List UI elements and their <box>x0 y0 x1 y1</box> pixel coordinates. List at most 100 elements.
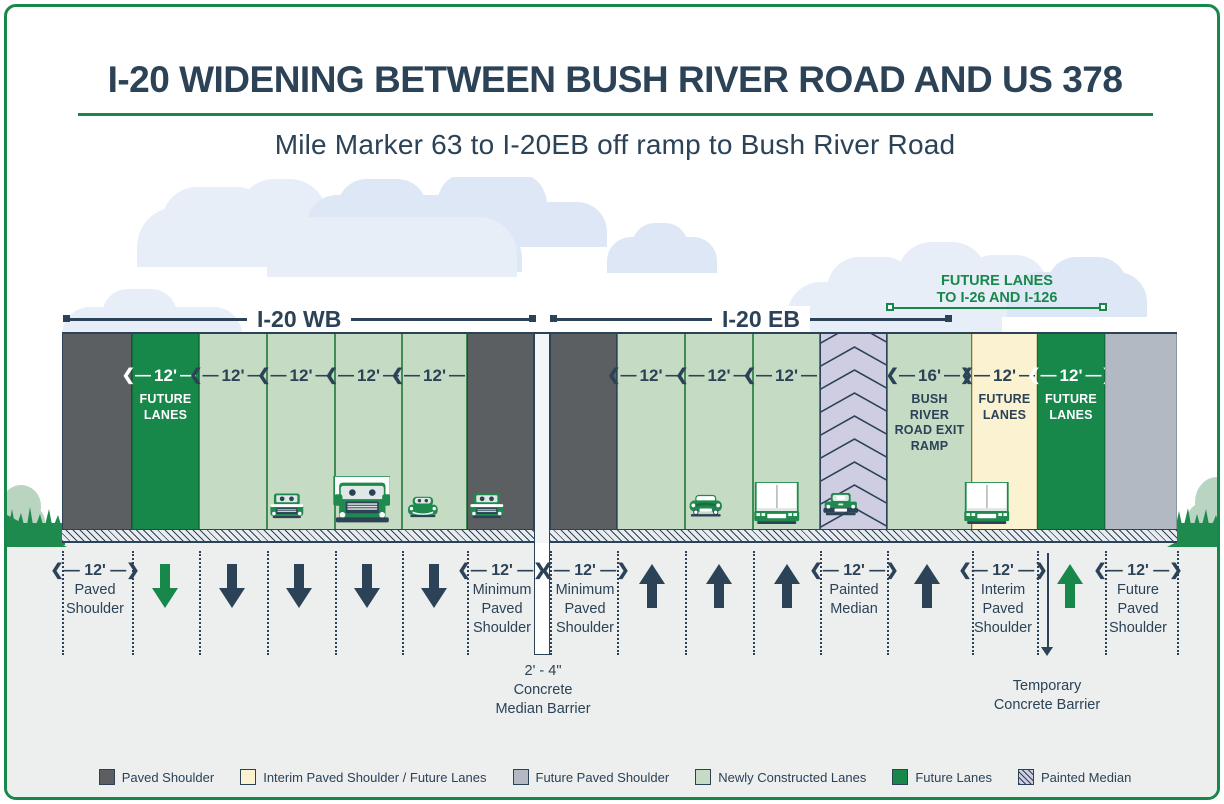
bottom-label-wb-min-shoulder: ❮— 12' —❯ Minimum Paved Shoulder <box>457 561 547 637</box>
vehicle-wb-truck-1 <box>328 475 392 529</box>
callout-line-text: Concrete Barrier <box>993 696 1101 713</box>
lane-width-label-eb-lane-2: ❮— 12' —❯ <box>675 366 763 386</box>
legend-label-future-lanes: Future Lanes <box>915 769 992 785</box>
future-lanes-note-line1: FUTURE LANES <box>941 273 1053 289</box>
vehicle-eb-car-1 <box>684 488 730 529</box>
legend-label-newly-constructed-lanes: Newly Constructed Lanes <box>718 769 867 785</box>
span-cap-future <box>1099 303 1107 311</box>
lane-sublabel-eb-future-lane: FUTURE LANES <box>1045 392 1097 422</box>
span-cap <box>63 315 70 322</box>
callout-line-text: 2' - 4" <box>524 663 562 679</box>
bottom-label-wb-paved-shoulder: ❮— 12' —❯ Paved Shoulder <box>50 561 140 619</box>
bottom-label-line: Minimum <box>472 582 532 599</box>
concrete-median-barrier-icon <box>534 334 550 543</box>
road-segment-wb-paved-shoulder <box>62 334 132 543</box>
callout-temporary-concrete-barrier: Temporary Concrete Barrier <box>952 677 1142 715</box>
width-label-painted-median: ❮— 12' —❯ <box>809 561 899 581</box>
arrow-right-icon: —❯ <box>517 562 547 579</box>
bottom-label-line: Interim <box>980 582 1026 599</box>
span-label-wb: I-20 WB <box>247 306 352 333</box>
road-segment-eb-min-shoulder <box>550 334 617 543</box>
legend-swatch-painted-median <box>1017 769 1034 785</box>
page-subtitle: Mile Marker 63 to I-20EB off ramp to Bus… <box>274 129 956 160</box>
road-segment-eb-lane-1: ❮— 12' —❯ <box>607 334 695 543</box>
callout-line-text: Median Barrier <box>495 700 591 717</box>
bottom-label-line: Painted <box>829 582 879 599</box>
legend-swatch-interim-paved-shoulder <box>240 769 257 785</box>
width-label-eb-interim-shoulder: ❮— 12' —❯ <box>958 561 1048 581</box>
leader-line <box>1177 551 1179 655</box>
concrete-median-barrier-stem <box>534 543 550 655</box>
lane-width-value: 12' <box>993 366 1016 385</box>
width-label-wb-paved-shoulder: ❮— 12' —❯ <box>50 561 140 581</box>
arrow-right-icon: —❯ <box>943 367 974 384</box>
lane-sublabel-eb-interim-future: FUTURE LANES <box>978 392 1031 422</box>
direction-arrow-eb-lane-3 <box>773 564 801 615</box>
bottom-label-eb-future-shoulder: ❮— 12' —❯ Future Paved Shoulder <box>1093 561 1183 637</box>
lane-width-value: 12' <box>1059 366 1083 385</box>
vehicle-eb-truck-1 <box>749 481 803 529</box>
lane-width-value: 12' <box>221 366 245 385</box>
direction-arrow-bush-river-exit <box>913 564 941 615</box>
leader-line <box>820 551 822 655</box>
direction-arrow-eb-lane-2 <box>705 564 733 615</box>
bottom-label-line: Shoulder <box>65 601 125 618</box>
leader-line <box>62 551 64 655</box>
arrow-left-icon: ❮— <box>540 562 570 579</box>
callout-concrete-median-barrier: 2' - 4" Concrete Median Barrier <box>448 662 638 719</box>
legend-swatch-paved-shoulder <box>98 769 115 785</box>
lane-width-label-wb-lane-2: ❮— 12' —❯ <box>257 366 345 386</box>
lane-width-label-eb-lane-3: ❮— 12' —❯ <box>743 366 831 386</box>
roadway-cross-section: ❮— 12' —❯ FUTURE LANES ❮— 12' —❯ ❮— 12' —❯ ❮— 12' —❯ ❮… <box>62 334 1177 543</box>
lane-width-label-wb-lane-1: ❮— 12' —❯ <box>189 366 277 386</box>
road-segment-bush-river-exit: ❮— 16' —❯ BUSH RIVER ROAD EXIT RAMP <box>885 334 974 543</box>
leader-line <box>132 551 134 655</box>
width-label-wb-min-shoulder: ❮— 12' —❯ <box>457 561 547 581</box>
bottom-label-painted-median: ❮— 12' —❯ Painted Median <box>809 561 899 619</box>
span-cap-future <box>886 303 894 311</box>
bottom-label-eb-min-shoulder: ❮— 12' —❯ Minimum Paved Shoulder <box>540 561 630 637</box>
cloud-icon <box>632 223 688 269</box>
callout-line-text: Temporary <box>1012 678 1082 694</box>
bottom-label-eb-interim-shoulder: ❮— 12' —❯ Interim Paved Shoulder <box>958 561 1048 637</box>
bottom-label-line: Shoulder <box>472 619 532 636</box>
page-title: I-20 WIDENING BETWEEN BUSH RIVER ROAD AN… <box>107 59 1123 100</box>
asphalt-base-layer <box>62 529 1177 543</box>
header: I-20 WIDENING BETWEEN BUSH RIVER ROAD AN… <box>7 59 1217 161</box>
road-segment-eb-future-shoulder <box>1105 334 1177 543</box>
lane-width-value: 12' <box>154 366 177 385</box>
lane-width-label-eb-interim-future: ❮— 12' —❯ <box>961 366 1049 386</box>
vehicle-wb-car-2 <box>403 491 445 529</box>
arrow-left-icon: ❮— <box>885 367 916 384</box>
leader-line <box>467 551 469 655</box>
lane-width-value: 12' <box>775 366 798 385</box>
lane-width-label-eb-future-lane: ❮— 12' —❯ <box>1027 366 1115 386</box>
width-value: 12' <box>574 562 596 579</box>
span-bar-future-lanes <box>891 307 1105 309</box>
lane-width-value: 12' <box>707 366 731 385</box>
legend-label-painted-median: Painted Median <box>1040 769 1132 785</box>
lane-width-value: 12' <box>639 366 663 385</box>
arrow-right-icon: —❯ <box>1153 562 1183 579</box>
direction-arrow-wb-lane-3 <box>353 564 381 615</box>
vehicle-eb-truck-2 <box>959 481 1013 529</box>
leader-line <box>685 551 687 655</box>
leader-line <box>335 551 337 655</box>
infographic-frame: I-20 WIDENING BETWEEN BUSH RIVER ROAD AN… <box>4 4 1220 800</box>
callout-arrow-icon <box>1041 647 1053 656</box>
width-value: 12' <box>491 562 513 579</box>
direction-arrow-eb-future-lane <box>1056 564 1084 615</box>
width-label-eb-future-shoulder: ❮— 12' —❯ <box>1093 561 1183 581</box>
bottom-label-line: Shoulder <box>973 619 1033 636</box>
legend-swatch-newly-constructed-lanes <box>695 769 712 785</box>
arrow-right-icon: —❯ <box>1018 562 1048 579</box>
legend-item-future-lanes: Future Lanes <box>892 769 992 785</box>
leader-line <box>402 551 404 655</box>
width-value: 12' <box>843 562 865 579</box>
legend-item-painted-median: Painted Median <box>1017 769 1132 785</box>
bottom-label-line: Paved <box>481 601 523 618</box>
lane-sublabel-bush-river-exit: BUSH RIVER ROAD EXIT RAMP <box>894 392 965 453</box>
road-segment-wb-lane-1: ❮— 12' —❯ <box>189 334 277 543</box>
legend-item-interim-paved-shoulder: Interim Paved Shoulder / Future Lanes <box>240 769 487 785</box>
ground-background <box>7 543 1217 797</box>
